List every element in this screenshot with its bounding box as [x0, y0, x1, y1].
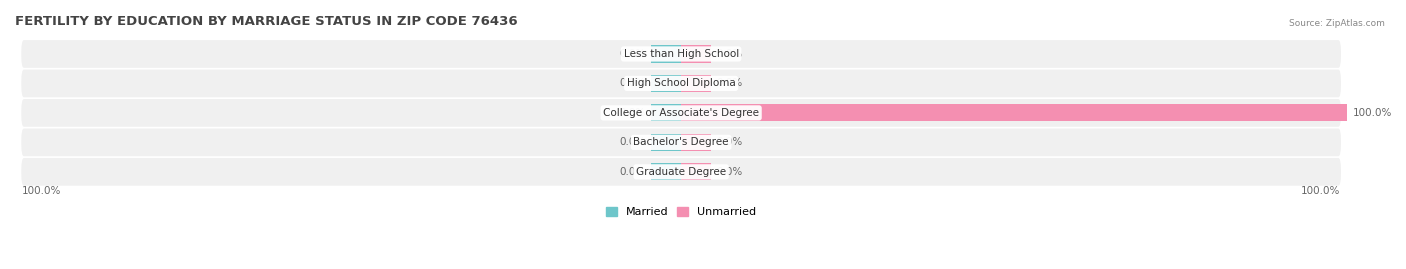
- Bar: [681, 104, 1347, 121]
- Bar: [681, 163, 711, 180]
- FancyBboxPatch shape: [21, 99, 1341, 127]
- Text: 0.0%: 0.0%: [717, 137, 742, 147]
- Text: 0.0%: 0.0%: [620, 167, 645, 177]
- Text: 100.0%: 100.0%: [21, 186, 60, 196]
- Text: 0.0%: 0.0%: [717, 79, 742, 89]
- Bar: [681, 75, 711, 92]
- Text: 0.0%: 0.0%: [620, 49, 645, 59]
- Bar: [681, 45, 711, 62]
- Text: Graduate Degree: Graduate Degree: [636, 167, 725, 177]
- Bar: [651, 45, 681, 62]
- Text: High School Diploma: High School Diploma: [627, 79, 735, 89]
- Text: 0.0%: 0.0%: [717, 49, 742, 59]
- Text: 0.0%: 0.0%: [620, 108, 645, 118]
- Text: Source: ZipAtlas.com: Source: ZipAtlas.com: [1289, 19, 1385, 28]
- Bar: [651, 104, 681, 121]
- Text: 0.0%: 0.0%: [620, 79, 645, 89]
- Text: FERTILITY BY EDUCATION BY MARRIAGE STATUS IN ZIP CODE 76436: FERTILITY BY EDUCATION BY MARRIAGE STATU…: [15, 15, 517, 28]
- Bar: [651, 75, 681, 92]
- Text: 100.0%: 100.0%: [1301, 186, 1340, 196]
- FancyBboxPatch shape: [21, 70, 1341, 97]
- Text: 0.0%: 0.0%: [717, 167, 742, 177]
- Text: 100.0%: 100.0%: [1353, 108, 1392, 118]
- Legend: Married, Unmarried: Married, Unmarried: [602, 203, 761, 222]
- Text: College or Associate's Degree: College or Associate's Degree: [603, 108, 759, 118]
- Text: Bachelor's Degree: Bachelor's Degree: [633, 137, 728, 147]
- Bar: [651, 134, 681, 151]
- FancyBboxPatch shape: [21, 129, 1341, 156]
- Text: Less than High School: Less than High School: [623, 49, 738, 59]
- FancyBboxPatch shape: [21, 158, 1341, 186]
- FancyBboxPatch shape: [21, 40, 1341, 68]
- Bar: [681, 134, 711, 151]
- Bar: [651, 163, 681, 180]
- Text: 0.0%: 0.0%: [620, 137, 645, 147]
